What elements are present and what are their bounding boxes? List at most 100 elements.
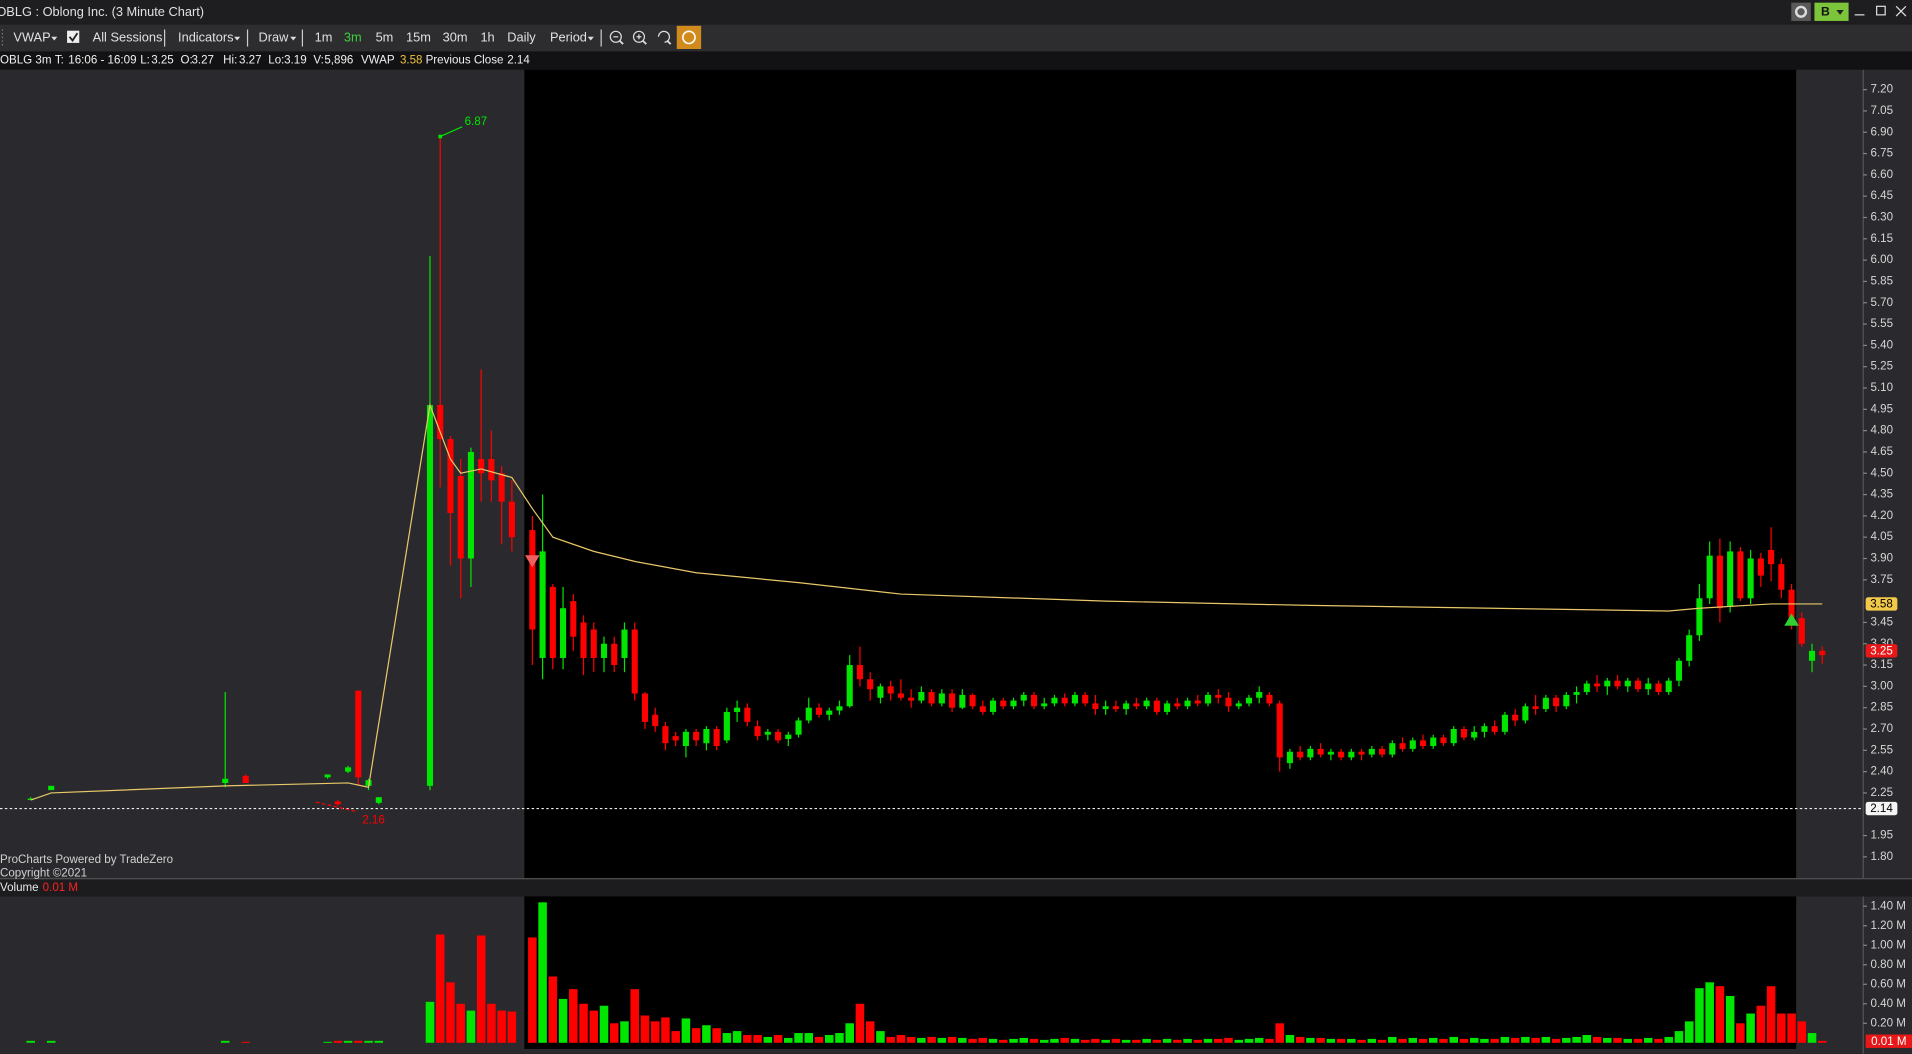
badge-label: B bbox=[1821, 5, 1830, 19]
interval-button[interactable]: 15m bbox=[406, 29, 431, 44]
vwap-menu[interactable]: VWAP bbox=[13, 29, 50, 44]
candle-body bbox=[345, 767, 352, 772]
candle-body bbox=[1133, 703, 1140, 707]
draw-menu[interactable]: Draw bbox=[259, 29, 290, 44]
candle-body bbox=[887, 686, 894, 694]
candle-body bbox=[539, 551, 546, 658]
interval-button[interactable]: 30m bbox=[443, 29, 468, 44]
volume-bar bbox=[1736, 1023, 1745, 1043]
volume-bar bbox=[1613, 1037, 1622, 1043]
volume-bar bbox=[1746, 1013, 1755, 1043]
candle-body bbox=[1194, 700, 1201, 704]
candle-body bbox=[621, 629, 628, 658]
volume-bar bbox=[814, 1036, 824, 1043]
candle-body bbox=[1266, 694, 1273, 704]
candle-body bbox=[969, 694, 976, 707]
candle-body bbox=[1317, 748, 1324, 755]
volume-bar bbox=[354, 1040, 363, 1043]
volume-bar bbox=[958, 1037, 967, 1043]
candle-body bbox=[1716, 555, 1723, 609]
volume-bar bbox=[1203, 1038, 1213, 1043]
volume-bar bbox=[1582, 1034, 1592, 1043]
volume-tick-label: 1.00 M bbox=[1871, 939, 1906, 951]
y-tick-label: 3.45 bbox=[1871, 616, 1894, 628]
volume-bar bbox=[1121, 1039, 1131, 1043]
volume-bar bbox=[702, 1025, 711, 1043]
volume-tick-label: 0.20 M bbox=[1871, 1017, 1906, 1029]
volume-bar bbox=[1633, 1038, 1643, 1043]
candle-body bbox=[1604, 680, 1611, 687]
candle-body bbox=[242, 775, 249, 783]
info-item: L: bbox=[140, 55, 150, 67]
interval-button[interactable]: Daily bbox=[507, 29, 536, 44]
reset-zoom-button[interactable] bbox=[657, 30, 672, 45]
info-bar bbox=[0, 51, 1912, 70]
volume-bar bbox=[1213, 1038, 1223, 1043]
volume-bar bbox=[538, 902, 547, 1043]
candle-body bbox=[1501, 714, 1508, 732]
candle-body bbox=[222, 778, 229, 783]
scan-button[interactable] bbox=[676, 25, 702, 49]
candle-body bbox=[1000, 700, 1007, 707]
candle-body bbox=[1819, 650, 1826, 656]
volume-bar bbox=[732, 1031, 742, 1043]
info-item: O: bbox=[180, 55, 192, 67]
candle-body bbox=[1614, 680, 1621, 687]
candle-body bbox=[989, 700, 997, 712]
volume-bar bbox=[1664, 1036, 1673, 1043]
volume-bar bbox=[599, 1005, 609, 1043]
info-item: VWAP bbox=[361, 55, 395, 67]
candle-body bbox=[846, 665, 853, 707]
zoom-out-button[interactable] bbox=[609, 30, 624, 45]
candle-body bbox=[467, 451, 474, 559]
volume-bar bbox=[937, 1037, 947, 1043]
volume-bar bbox=[1551, 1038, 1561, 1043]
candle-body bbox=[447, 439, 454, 514]
volume-bar bbox=[446, 982, 455, 1043]
candle-body bbox=[1368, 748, 1375, 755]
last-volume-label: 0.01 M bbox=[1871, 1036, 1906, 1048]
interval-button[interactable]: 3m bbox=[344, 29, 362, 44]
volume-bar bbox=[1254, 1037, 1264, 1043]
candle-body bbox=[744, 707, 751, 722]
sessions-label[interactable]: All Sessions bbox=[93, 29, 163, 44]
indicators-menu[interactable]: Indicators bbox=[178, 29, 233, 44]
settings-button[interactable] bbox=[1791, 2, 1811, 21]
candle-body bbox=[1327, 751, 1334, 755]
candle-body bbox=[1409, 740, 1416, 749]
volume-bar bbox=[1469, 1037, 1479, 1043]
candle-body bbox=[1071, 694, 1078, 704]
scan-icon bbox=[682, 30, 696, 45]
candle-body bbox=[1389, 743, 1396, 755]
high-leader bbox=[439, 126, 463, 138]
candle-body bbox=[785, 734, 792, 739]
interval-button[interactable]: 1h bbox=[480, 29, 494, 44]
restore-button[interactable] bbox=[1876, 5, 1886, 16]
volume-bar bbox=[876, 1031, 885, 1043]
y-tick-label: 2.40 bbox=[1871, 766, 1894, 778]
volume-bar bbox=[835, 1033, 844, 1043]
info-item: T: bbox=[55, 55, 64, 67]
interval-button[interactable]: 1m bbox=[315, 29, 333, 44]
candle-body bbox=[48, 785, 55, 791]
volume-bar bbox=[569, 989, 578, 1043]
candle-body bbox=[1706, 555, 1713, 599]
candle-body bbox=[979, 706, 986, 712]
candle-body bbox=[457, 476, 464, 559]
interval-button[interactable]: 5m bbox=[376, 29, 394, 44]
volume-bar bbox=[1490, 1038, 1499, 1043]
info-item: V: bbox=[313, 55, 324, 67]
close-button[interactable] bbox=[1895, 5, 1907, 17]
candle-body bbox=[1245, 697, 1253, 704]
price-axis-panel bbox=[1863, 69, 1912, 879]
badge-button[interactable] bbox=[1814, 2, 1849, 21]
volume-bar bbox=[1019, 1037, 1029, 1043]
period-menu[interactable]: Period bbox=[550, 29, 587, 44]
y-tick-label: 4.95 bbox=[1871, 403, 1894, 415]
y-tick-label: 4.05 bbox=[1871, 531, 1894, 543]
candle-body bbox=[1338, 751, 1345, 758]
info-item: Previous Close bbox=[426, 55, 504, 67]
candle-body bbox=[703, 728, 710, 744]
zoom-in-button[interactable] bbox=[632, 30, 647, 45]
y-tick-label: 1.80 bbox=[1871, 851, 1894, 863]
